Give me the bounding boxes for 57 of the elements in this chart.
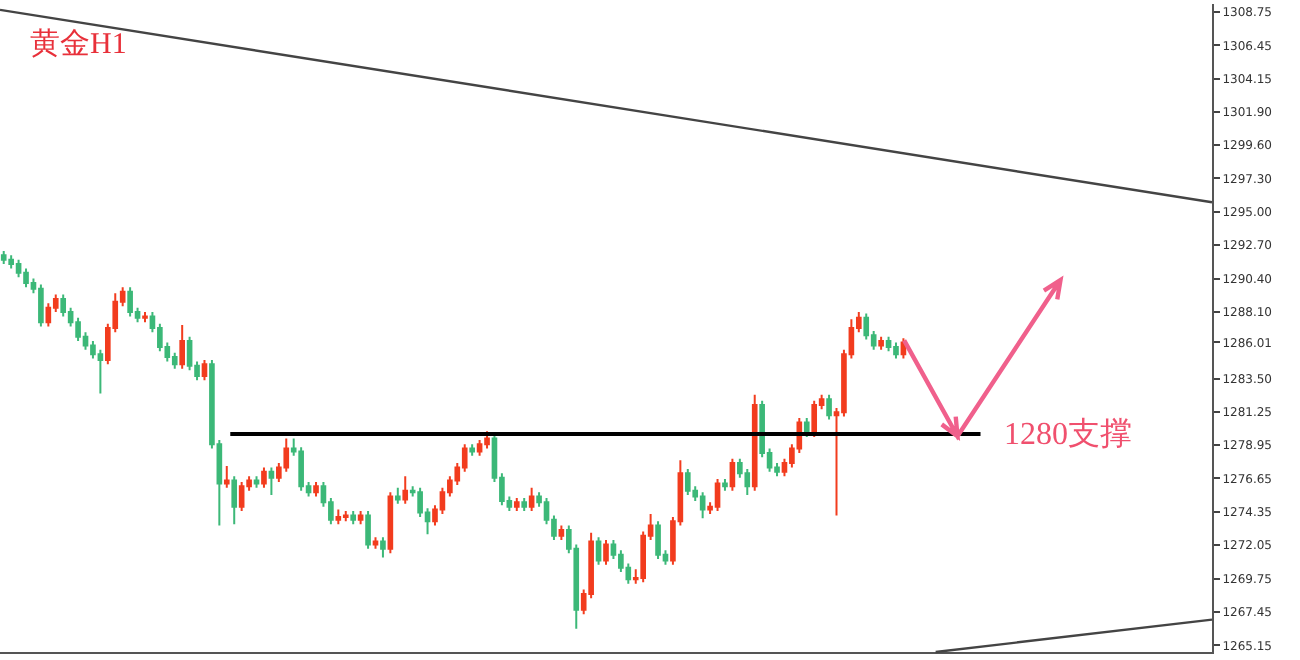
candlestick [803, 417, 810, 438]
candlestick [402, 475, 409, 505]
candlestick [595, 536, 602, 566]
candlestick [603, 539, 609, 566]
candlestick [350, 510, 357, 526]
candlestick [558, 524, 565, 542]
candlestick [885, 335, 892, 353]
candlestick [171, 351, 178, 370]
candlestick [8, 254, 14, 270]
candlestick [253, 475, 260, 489]
candlestick [878, 335, 884, 351]
candlestick [387, 491, 394, 555]
candlestick [127, 286, 133, 318]
candlestick [811, 399, 818, 438]
candlestick [394, 486, 401, 505]
ref-line-label: 1280支撑 [1004, 416, 1132, 452]
candlestick [238, 481, 245, 513]
candlestick [45, 302, 52, 328]
candlestick [357, 510, 364, 526]
candlestick [528, 486, 535, 513]
candlestick [186, 335, 193, 372]
candlestick [484, 430, 490, 450]
candlestick [15, 258, 22, 279]
candlestick [223, 465, 230, 489]
candlestick [179, 324, 185, 370]
candlestick [380, 536, 386, 559]
candlestick [75, 316, 81, 343]
candlestick [655, 520, 661, 561]
candlestick [699, 491, 706, 520]
text: 黄金H1 [30, 27, 127, 61]
candlestick [521, 497, 528, 513]
candlestick [23, 267, 29, 289]
candlestick [0, 250, 7, 266]
candlestick [342, 510, 349, 523]
candlestick [751, 393, 758, 492]
candlestick [142, 311, 148, 324]
candlestick [372, 536, 379, 550]
candlestick [513, 497, 520, 513]
candlestick [684, 467, 691, 497]
candlestick [476, 438, 483, 457]
candlestick [298, 446, 304, 492]
candlestick [97, 348, 104, 395]
candlestick [729, 457, 736, 492]
candlestick [268, 466, 275, 497]
candlestick [335, 508, 342, 526]
candlestick [201, 358, 208, 382]
candlestick [469, 443, 475, 457]
candlestick [893, 341, 899, 360]
candlestick [38, 283, 44, 328]
candlestick [261, 466, 267, 489]
candlestick [231, 475, 238, 526]
candlestick [744, 467, 751, 497]
candlestick [313, 481, 319, 498]
candlestick [365, 510, 371, 550]
candlestick [714, 478, 721, 513]
candlestick [826, 393, 832, 421]
candlestick [722, 478, 728, 492]
